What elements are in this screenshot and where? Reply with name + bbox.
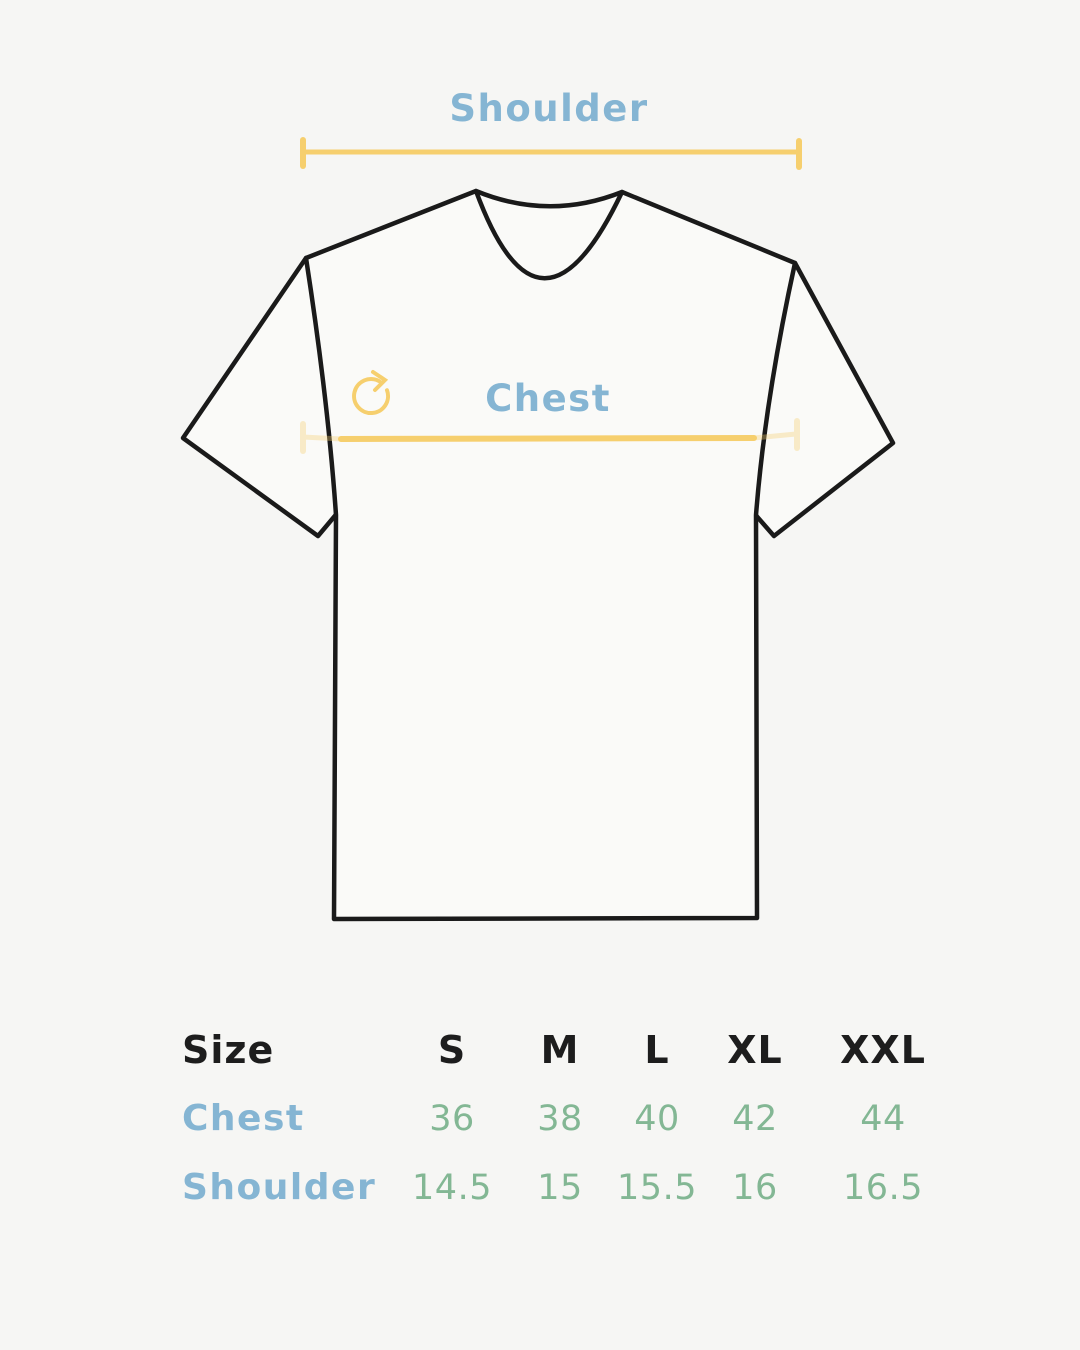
chest-value-xxl: 44 — [860, 1098, 906, 1139]
shoulder-measure-line — [300, 137, 802, 170]
shoulder-measure-label: Shoulder — [449, 87, 649, 130]
tshirt-collar-front — [473, 188, 625, 281]
chest-value-xl: 42 — [732, 1098, 778, 1139]
size-table: Size S M L XL XXL Chest 36 38 40 42 44 S… — [180, 1015, 974, 1222]
shoulder-row-label: Shoulder — [182, 1167, 377, 1208]
chest-measure-line — [300, 418, 800, 454]
chest-value-m: 38 — [537, 1098, 583, 1139]
chest-measure-label: Chest — [485, 377, 611, 420]
size-col-header-xxl: XXL — [840, 1027, 926, 1072]
shoulder-value-m: 15 — [537, 1167, 583, 1208]
tshirt-left-sleeve — [180, 255, 342, 539]
chest-value-l: 40 — [634, 1098, 680, 1139]
size-col-header-l: L — [644, 1027, 670, 1072]
rotate-clockwise-icon — [352, 370, 391, 415]
shoulder-value-l: 15.5 — [617, 1167, 697, 1208]
size-col-header-m: M — [540, 1027, 580, 1072]
chest-row-label: Chest — [182, 1098, 305, 1139]
size-col-header-xl: XL — [727, 1027, 783, 1072]
chest-value-s: 36 — [429, 1098, 475, 1139]
size-col-header-s: S — [437, 1027, 467, 1072]
shoulder-value-s: 14.5 — [412, 1167, 492, 1208]
tshirt-body-outline — [303, 188, 798, 922]
shoulder-value-xxl: 16.5 — [843, 1167, 923, 1208]
tshirt-right-sleeve — [750, 260, 896, 539]
shoulder-value-xl: 16 — [732, 1167, 778, 1208]
size-table-header-label: Size — [182, 1027, 275, 1072]
